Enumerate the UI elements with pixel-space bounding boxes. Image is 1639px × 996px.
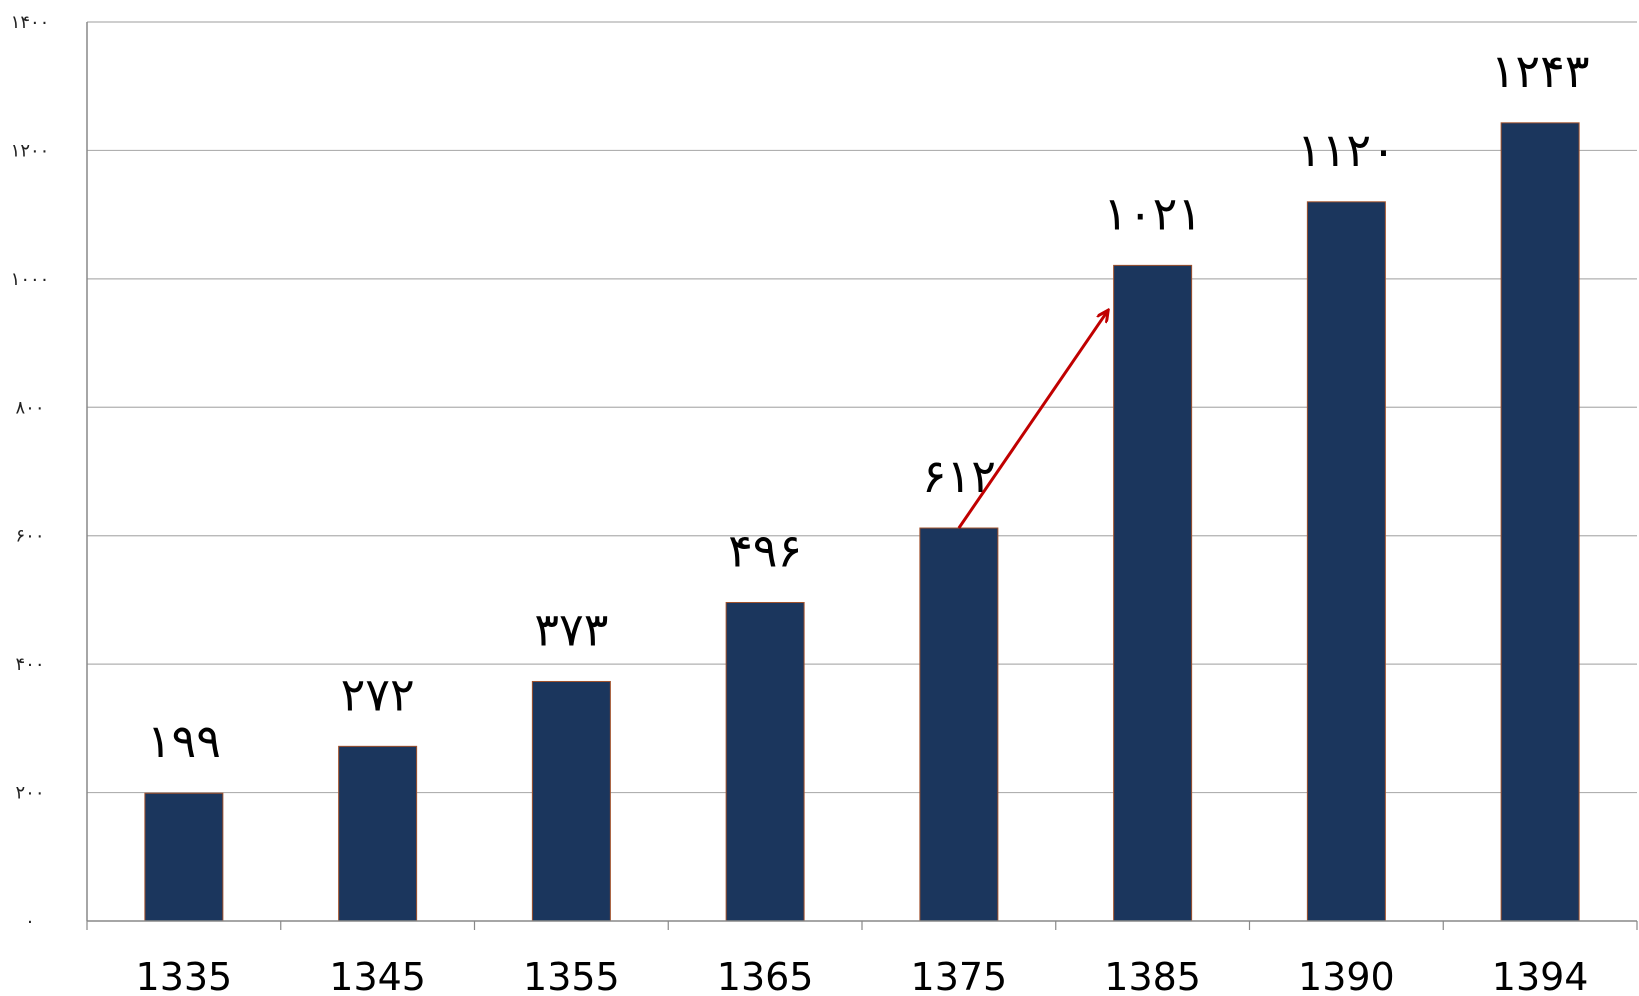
x-tick-label: 1390: [1298, 955, 1395, 996]
axes: ۰ ۲۰۰ ۴۰۰ ۶۰۰ ۸۰۰ ۱۰۰۰ ۱۲۰۰ ۱۴۰۰ 1335 1345 1355 136…: [11, 12, 1638, 996]
x-tick-label: 1375: [911, 955, 1008, 996]
data-label: ۲۷۲: [341, 667, 415, 721]
y-tick-label: ۱۲۰۰: [11, 140, 50, 161]
data-labels: ۱۹۹ ۲۷۲ ۳۷۳ ۴۹۶ ۶۱۲ ۱۰۲۱ ۱۱۲۰ ۱۲۴۳: [147, 44, 1590, 768]
data-label: ۶۱۲: [922, 449, 996, 503]
y-tick-label: ۱۴۰۰: [11, 12, 50, 33]
y-tick-label: ۸۰۰: [15, 397, 44, 418]
bar: [1306, 201, 1386, 922]
bar: [338, 745, 418, 922]
bar: [531, 680, 611, 922]
x-tick-label: 1335: [136, 955, 233, 996]
data-label: ۴۹۶: [728, 523, 802, 577]
x-tick-label: 1385: [1104, 955, 1201, 996]
data-label: ۱۱۲۰: [1297, 123, 1396, 177]
bar: [1500, 122, 1580, 922]
x-tick-label: 1394: [1492, 955, 1589, 996]
grid-lines: [87, 21, 1637, 794]
x-tick-label: 1355: [523, 955, 620, 996]
y-tick-label: ۴۰۰: [15, 654, 44, 675]
bar: [725, 601, 805, 922]
annotations: [957, 311, 1108, 529]
data-label: ۱۲۴۳: [1491, 44, 1590, 98]
y-tick-label: ۶۰۰: [15, 526, 44, 547]
x-tick-label: 1365: [717, 955, 814, 996]
y-tick-label: ۱۰۰۰: [11, 269, 50, 290]
annotation-arrow: [957, 311, 1108, 529]
bar: [144, 792, 224, 922]
y-tick-label: ۰: [25, 911, 35, 932]
x-tick-label: 1345: [329, 955, 426, 996]
y-tick-label: ۲۰۰: [15, 783, 44, 804]
data-label: ۱۹۹: [147, 714, 221, 768]
bar: [1113, 264, 1193, 922]
bar: [919, 527, 999, 922]
bars: [144, 122, 1580, 922]
data-label: ۱۰۲۱: [1103, 186, 1202, 240]
data-label: ۳۷۳: [534, 602, 608, 656]
